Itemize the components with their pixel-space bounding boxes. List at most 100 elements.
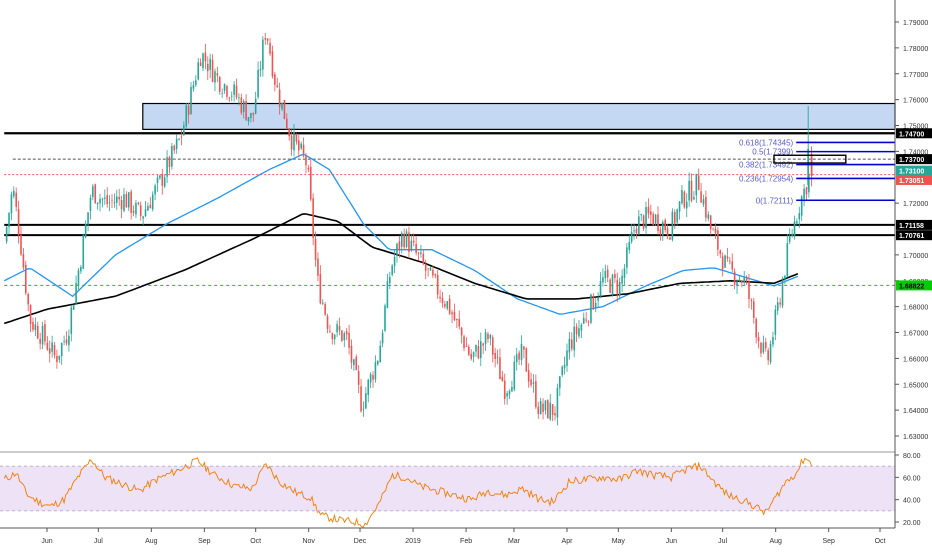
candle-body-down <box>477 346 480 359</box>
candle-body-down <box>252 112 255 115</box>
candle-body-up <box>769 343 772 363</box>
candle-body-up <box>250 113 252 118</box>
candle-body-down <box>733 271 736 285</box>
candle-body-down <box>551 404 554 415</box>
candle-body-up <box>147 206 149 211</box>
candle-body-up <box>41 325 44 345</box>
candle-body-up <box>671 211 674 240</box>
candle-body-down <box>245 101 247 121</box>
candle-body-down <box>32 321 34 330</box>
price-tick-label: 1.63000 <box>903 434 928 441</box>
candle-body-down <box>180 136 183 138</box>
candle-body-up <box>154 185 156 195</box>
candle-body-up <box>743 276 746 283</box>
candle-body-down <box>456 318 458 321</box>
candle-body-up <box>693 197 695 200</box>
candle-body-up <box>75 283 77 304</box>
candle-body-down <box>764 341 767 349</box>
candle-body-down <box>436 274 439 295</box>
candle-body-down <box>17 209 20 235</box>
rsi-tick-label: 80.00 <box>903 453 921 460</box>
candle-body-up <box>171 146 173 167</box>
candle-body-down <box>719 250 722 254</box>
candle-body-up <box>791 234 793 236</box>
candle-body-up <box>661 222 664 236</box>
candle-body-down <box>535 381 537 408</box>
candle-body-down <box>755 318 757 338</box>
candle-body-up <box>484 332 487 344</box>
candle-body-up <box>63 340 65 342</box>
price-tick-label: 1.72000 <box>903 201 928 208</box>
candle-body-down <box>752 301 755 318</box>
price-tag-box <box>896 128 932 139</box>
candle-body-up <box>506 393 508 397</box>
candle-body-up <box>678 201 681 212</box>
candle-body-down <box>274 74 276 85</box>
candle-body-down <box>542 403 544 413</box>
candle-body-down <box>168 156 171 168</box>
candle-body-up <box>429 267 432 271</box>
candle-body-down <box>307 167 310 170</box>
fib-level-label: 0.618(1.74345) <box>739 138 794 147</box>
candle-body-up <box>475 344 477 352</box>
candle-body-up <box>343 333 346 341</box>
price-tag-label: 1.68822 <box>899 283 924 290</box>
candle-body-up <box>386 281 389 308</box>
candle-body-down <box>39 338 41 344</box>
candle-body-up <box>166 157 168 177</box>
candle-body-down <box>575 326 578 335</box>
candle-body-up <box>786 243 789 277</box>
candle-body-down <box>592 296 595 310</box>
candle-body-up <box>520 343 523 360</box>
candle-body-up <box>80 266 82 272</box>
candle-body-up <box>573 326 575 351</box>
candle-body-down <box>228 97 231 99</box>
candle-body-down <box>657 214 659 232</box>
candle-body-up <box>702 199 705 205</box>
candle-body-down <box>537 406 540 414</box>
candle-body-up <box>489 335 492 339</box>
candle-body-up <box>89 197 92 212</box>
supply-zone-rect <box>142 102 896 130</box>
candle-body-down <box>721 256 724 270</box>
candle-body-up <box>774 309 777 335</box>
candle-body-up <box>559 376 561 389</box>
candle-body-up <box>377 361 379 365</box>
price-tag-label: 1.71158 <box>899 223 924 230</box>
price-tag-box <box>896 174 932 185</box>
candle-body-up <box>803 188 805 199</box>
candle-body-down <box>360 386 362 412</box>
candle-body-down <box>46 342 49 350</box>
price-tick-label: 1.75000 <box>903 124 928 131</box>
price-tag-label: 1.70761 <box>899 233 924 240</box>
candle-body-up <box>10 194 13 214</box>
candle-body-down <box>278 89 281 107</box>
price-tick-label: 1.78000 <box>903 46 928 53</box>
candlestick-layer <box>5 32 813 426</box>
candle-body-down <box>441 298 444 303</box>
candle-body-down <box>757 337 760 342</box>
candle-body-down <box>326 316 329 329</box>
fib-level-label: 0.382(1.73492) <box>739 161 794 170</box>
candle-body-up <box>190 86 192 115</box>
candle-body-down <box>65 339 68 344</box>
candle-body-down <box>554 413 556 416</box>
price-tick-label: 1.67000 <box>903 331 928 338</box>
candle-body-down <box>652 214 655 225</box>
candle-body-down <box>204 52 207 62</box>
candle-body-up <box>101 198 104 200</box>
candle-body-down <box>427 268 429 270</box>
candle-body-up <box>793 221 796 237</box>
fib-level-label: 0(1.72111) <box>756 196 794 205</box>
candle-body-down <box>717 230 719 250</box>
candle-body-down <box>635 228 638 234</box>
candle-body-up <box>58 355 61 360</box>
price-tick-label: 1.64000 <box>903 408 928 415</box>
time-tick-label: Dec <box>354 538 367 545</box>
candle-body-up <box>127 192 130 208</box>
candle-body-down <box>264 38 267 40</box>
